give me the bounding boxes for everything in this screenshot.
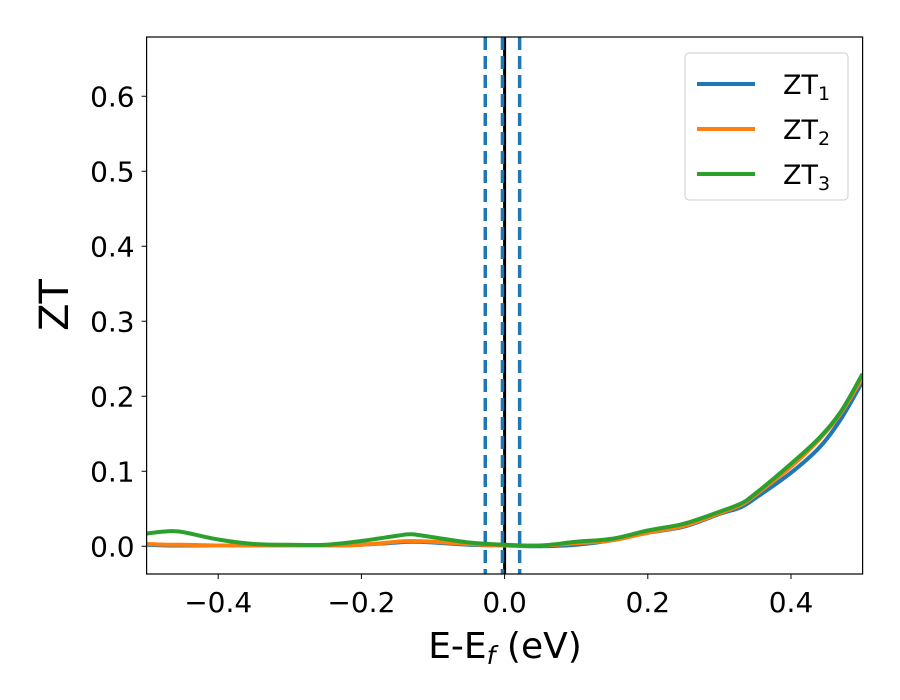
x-tick-label: −0.2	[327, 586, 395, 619]
y-tick-label: 0.3	[90, 305, 135, 338]
x-tick-label: 0.2	[626, 586, 671, 619]
legend-label: ZT3	[783, 160, 830, 195]
series-line-3	[146, 372, 863, 548]
x-tick-label: −0.4	[184, 586, 252, 619]
legend: ZT1 ZT2 ZT3	[684, 52, 849, 201]
legend-box	[684, 52, 849, 201]
x-tick-label: 0.4	[769, 586, 814, 619]
x-axis-label: E-Ef (eV)	[428, 626, 582, 670]
series-lines	[146, 372, 863, 549]
vertical-lines	[483, 37, 522, 574]
y-axis-label: ZT	[32, 279, 78, 331]
x-axis: −0.4 −0.2 0.0 0.2 0.4	[184, 574, 813, 619]
y-tick-label: 0.0	[90, 530, 135, 563]
y-tick-label: 0.4	[90, 230, 135, 263]
y-axis: 0.0 0.1 0.2 0.3 0.4 0.5 0.6	[90, 80, 147, 563]
legend-label: ZT1	[783, 70, 830, 105]
y-tick-label: 0.1	[90, 455, 135, 488]
x-tick-label: 0.0	[482, 586, 527, 619]
legend-label: ZT2	[783, 115, 830, 150]
y-tick-label: 0.2	[90, 380, 135, 413]
y-tick-label: 0.5	[90, 155, 135, 188]
y-tick-label: 0.6	[90, 80, 135, 113]
